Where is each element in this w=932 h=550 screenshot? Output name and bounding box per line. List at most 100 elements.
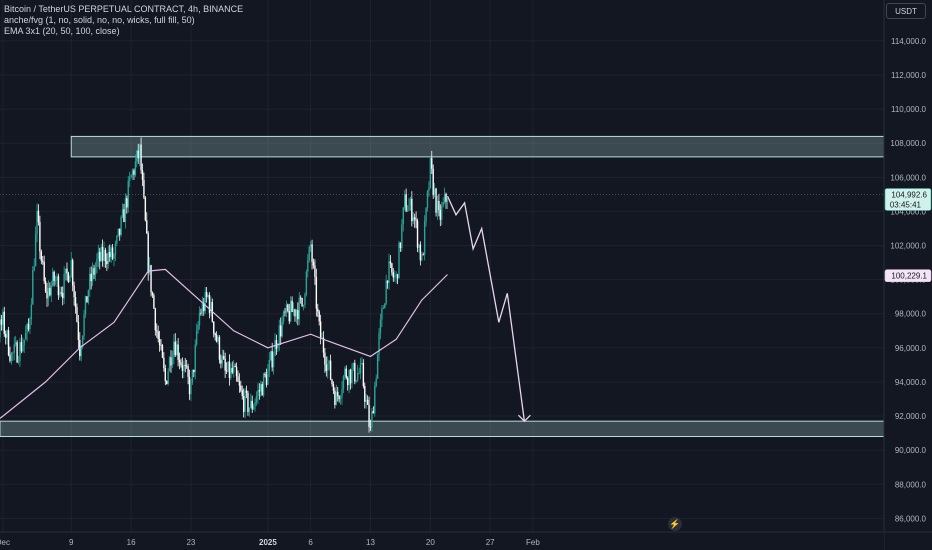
candle-body <box>64 268 67 274</box>
candle-body <box>157 331 159 340</box>
candle-body <box>123 209 125 223</box>
candle-body <box>14 342 17 345</box>
time-axis: Dec 9 16 23 2025 6 13 20 27 Feb <box>0 531 932 550</box>
candle-body <box>7 330 10 356</box>
candle-body <box>258 390 261 392</box>
candle-body <box>151 292 154 296</box>
candle-body <box>218 336 221 360</box>
candle-body <box>413 217 416 220</box>
candle-body <box>395 274 397 276</box>
candle-body <box>435 188 437 213</box>
candle-body <box>278 325 280 346</box>
symbol-title[interactable]: Bitcoin / TetherUS PERPETUAL CONTRACT, 4… <box>4 4 244 14</box>
candle-body <box>251 400 253 410</box>
candle-body <box>355 380 357 382</box>
candle-body <box>190 382 192 395</box>
candle-body <box>285 304 288 313</box>
candle-body <box>62 293 64 299</box>
candle-body <box>107 251 109 265</box>
candle-body <box>0 319 1 338</box>
candle-body <box>70 260 72 277</box>
candle-body <box>341 389 343 398</box>
candle-body <box>187 366 189 377</box>
lightning-icon[interactable]: ⚡ <box>668 517 682 531</box>
candle-body <box>277 345 279 349</box>
candle-body <box>379 319 382 333</box>
candle-body <box>156 330 158 332</box>
candle-body <box>307 260 309 272</box>
candle-body <box>321 337 323 339</box>
candle-body <box>315 276 318 309</box>
candle-body <box>312 261 315 266</box>
indicator-fvg[interactable]: anche/fvg (1, no, solid, no, no, wicks, … <box>4 15 195 25</box>
candle-body <box>275 340 278 349</box>
candle-body <box>47 287 50 299</box>
candle-body <box>361 362 363 364</box>
candle-body <box>250 400 252 408</box>
candle-body <box>84 296 87 315</box>
candle-body <box>138 144 141 159</box>
candle-body <box>198 312 201 326</box>
price-tick-label: 104,000.0 <box>890 207 926 216</box>
last-price-label: 104,992.6 <box>891 191 927 200</box>
candle-body <box>344 368 346 377</box>
candle-body <box>261 384 263 396</box>
candle-body <box>252 406 255 410</box>
candle-body <box>441 206 443 220</box>
candle-body <box>117 228 119 236</box>
candle-body <box>401 224 403 249</box>
candle-body <box>210 301 212 313</box>
candle-body <box>97 251 100 259</box>
price-tick-label: 88,000.0 <box>895 480 927 489</box>
candle-body <box>431 158 433 169</box>
candle-body <box>77 321 80 341</box>
countdown-label: 03:45:41 <box>890 201 922 210</box>
candle-body <box>368 404 370 427</box>
candle-body <box>46 291 48 299</box>
candle-body <box>318 311 320 322</box>
candle-body <box>158 339 161 346</box>
candle-body <box>0 319 3 325</box>
candle-body <box>398 242 400 279</box>
time-tick-label: 6 <box>308 538 313 547</box>
price-tick-label: 112,000.0 <box>891 71 927 80</box>
candle-body <box>271 351 273 368</box>
candle-body <box>311 244 313 262</box>
candle-body <box>245 390 248 393</box>
candle-body <box>314 265 316 277</box>
candle-body <box>402 207 404 225</box>
candle-body <box>338 396 340 400</box>
candle-body <box>94 266 97 275</box>
candle-body <box>231 368 233 373</box>
candle-body <box>332 384 335 391</box>
candle-body <box>29 318 31 330</box>
candle-body <box>327 363 329 371</box>
candle-body <box>429 158 432 188</box>
candle-body <box>201 303 204 314</box>
candle-body <box>119 228 121 235</box>
candle-body <box>348 369 350 386</box>
candle-body <box>200 312 202 314</box>
candle-body <box>91 268 94 282</box>
candle-body <box>342 376 345 390</box>
candle-body <box>136 150 138 162</box>
price-tick-label: 114,000.0 <box>891 37 927 46</box>
chart-grid <box>0 0 884 532</box>
candle-body <box>130 175 132 178</box>
candle-body <box>382 308 385 310</box>
currency-button[interactable]: USDT <box>886 3 926 19</box>
candle-body <box>436 201 439 213</box>
candle-body <box>419 244 422 261</box>
candle-body <box>384 303 386 309</box>
candle-body <box>264 373 266 376</box>
indicator-ema[interactable]: EMA 3x1 (20, 50, 100, close) <box>4 26 120 36</box>
candle-body <box>39 221 41 252</box>
time-tick-label: 27 <box>486 538 495 547</box>
candle-body <box>349 369 352 384</box>
candle-body <box>288 311 290 322</box>
candle-body <box>120 216 122 235</box>
candle-body <box>176 344 178 356</box>
candle-body <box>164 368 166 381</box>
